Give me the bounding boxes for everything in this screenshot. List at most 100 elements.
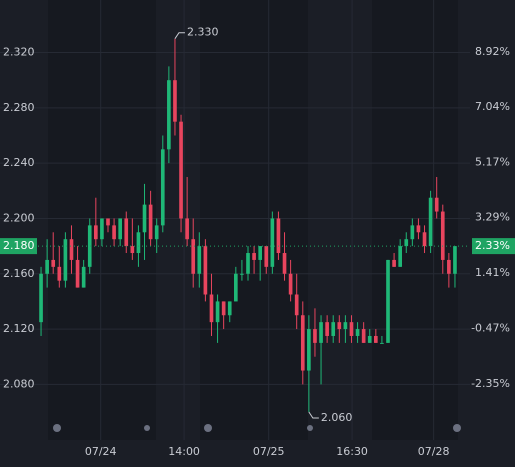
labels: 2.320 2.280 2.240 2.200 2.160 2.120 2.080 8.92%…	[0, 26, 515, 458]
candle-body	[319, 322, 323, 343]
session-icons	[53, 424, 461, 432]
y-tick-label: 2.080	[3, 377, 35, 390]
moon-icon	[204, 424, 212, 432]
y2-tick-label: 1.41%	[475, 266, 510, 279]
annotation-label: 2.060	[321, 411, 353, 424]
candle-body	[197, 246, 202, 274]
candle-body	[270, 218, 275, 267]
candle-body	[179, 121, 183, 219]
candle-body	[148, 204, 153, 240]
candle-body	[112, 225, 116, 240]
moon-icon	[53, 424, 61, 432]
candle-body	[410, 225, 415, 240]
candle-body	[240, 273, 244, 275]
candle-body	[367, 335, 372, 343]
candle-body	[63, 239, 68, 281]
candle-body	[252, 253, 256, 260]
candle-body	[434, 197, 439, 212]
y-tick-label: 2.160	[3, 267, 35, 280]
candle-body	[380, 342, 384, 344]
candle-body	[45, 259, 49, 274]
candle-body	[282, 253, 287, 274]
candle-body	[416, 225, 421, 233]
candle-body	[264, 246, 269, 267]
candle-body	[313, 329, 317, 343]
candle-body	[392, 259, 396, 267]
candle-body	[276, 218, 281, 254]
x-tick-label: 07/28	[418, 445, 450, 458]
x-tick-label: 07/25	[253, 445, 285, 458]
candle-body	[203, 246, 208, 295]
candle-body	[404, 239, 409, 247]
candle-body	[106, 218, 110, 226]
candle-body	[234, 273, 238, 302]
y-tick-label: 2.240	[3, 156, 35, 169]
candle-body	[343, 322, 348, 330]
candle-body	[422, 232, 427, 247]
candle-body	[294, 294, 299, 316]
candle-body	[136, 232, 141, 254]
candle-body	[398, 246, 402, 267]
sun-icon	[144, 425, 150, 431]
candle-body	[355, 329, 360, 336]
y2-tick-label: 3.29%	[475, 211, 510, 224]
candle-body	[258, 246, 262, 260]
candle-body	[307, 329, 311, 371]
candle-body	[440, 211, 445, 260]
candle-body	[69, 239, 74, 260]
candle-body	[361, 329, 366, 343]
candle-body	[173, 80, 177, 122]
candle-body	[81, 266, 86, 288]
candle-body	[246, 253, 250, 274]
candle-body	[142, 204, 147, 233]
session-band	[200, 0, 308, 440]
candle-body	[75, 259, 80, 288]
candle-body	[386, 259, 390, 343]
x-tick-label: 07/24	[85, 445, 117, 458]
candle-body	[100, 218, 104, 240]
y-tick-label: 2.320	[3, 46, 35, 59]
y-tick-label: 2.120	[3, 322, 35, 335]
last-price-tag	[0, 238, 37, 255]
y2-tick-label: 8.92%	[475, 45, 510, 58]
y2-tick-label: 7.04%	[475, 100, 510, 113]
candle-body	[51, 259, 56, 267]
candle-body	[154, 225, 159, 240]
annotation-label: 2.330	[187, 26, 219, 39]
candle-body	[215, 301, 220, 323]
y2-tick-label: 5.17%	[475, 155, 510, 168]
candle-body	[94, 225, 98, 240]
x-tick-label: 16:30	[336, 445, 368, 458]
candle-body	[331, 322, 336, 336]
moon-icon	[453, 424, 461, 432]
annotation-leader	[308, 411, 319, 419]
y-tick-label: 2.280	[3, 101, 35, 114]
x-tick-label: 14:00	[168, 445, 200, 458]
candle-body	[191, 239, 196, 274]
candle-body	[118, 218, 122, 240]
candle-body	[221, 301, 226, 316]
candle-body	[349, 322, 354, 336]
candle-body	[160, 149, 165, 226]
candle-body	[39, 273, 43, 323]
candle-body	[300, 315, 305, 371]
candles	[38, 38, 470, 413]
candle-body	[374, 335, 378, 343]
candle-body	[453, 246, 457, 274]
candle-body	[57, 266, 62, 281]
candle-body	[167, 80, 171, 150]
candle-body	[227, 301, 232, 316]
y2-tick-label: -0.47%	[471, 321, 510, 334]
y-tick-label: 2.200	[3, 211, 35, 224]
candle-body	[428, 197, 433, 247]
sun-icon	[307, 425, 313, 431]
candle-body	[337, 322, 342, 330]
candle-body	[130, 246, 135, 254]
session-band	[372, 0, 458, 440]
candle-body	[185, 218, 189, 240]
last-change-label: 2.33%	[475, 239, 510, 252]
candle-body	[124, 218, 129, 247]
candle-body	[209, 294, 214, 323]
